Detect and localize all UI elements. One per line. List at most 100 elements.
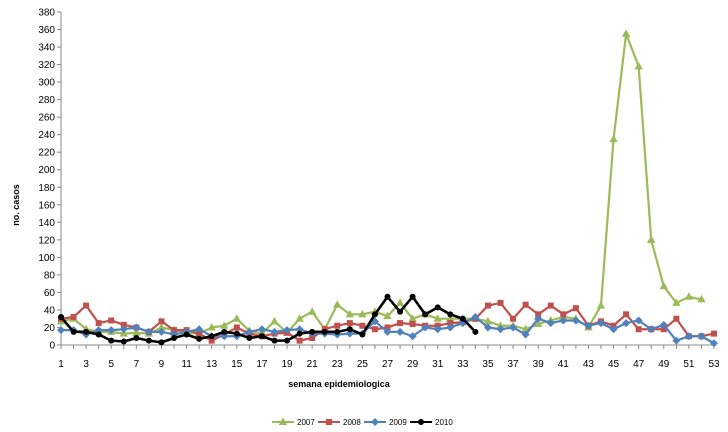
data-point-2008 (296, 337, 303, 344)
data-point-2010 (384, 293, 391, 300)
data-point-2009 (157, 327, 166, 336)
data-point-2009 (220, 332, 229, 341)
data-point-2010 (70, 328, 77, 335)
data-point-2009 (396, 327, 405, 336)
data-point-2007 (659, 281, 668, 290)
data-point-2007 (395, 298, 405, 306)
y-tick-label: 280 (38, 95, 55, 106)
data-point-2009 (521, 330, 530, 339)
data-point-2009 (433, 325, 442, 334)
data-point-2007 (621, 29, 631, 37)
x-tick-label: 23 (332, 359, 344, 370)
data-point-2008 (497, 299, 504, 306)
data-point-2009 (710, 339, 718, 348)
data-point-2010 (346, 326, 353, 333)
data-point-2010 (145, 337, 152, 344)
data-point-2010 (309, 328, 316, 335)
x-tick-label: 27 (382, 359, 394, 370)
y-tick-label: 0 (49, 341, 55, 352)
data-point-2007 (596, 301, 606, 309)
x-tick-label: 53 (708, 359, 720, 370)
y-tick-label: 60 (44, 288, 56, 299)
x-tick-label: 13 (206, 359, 218, 370)
data-point-2007 (433, 314, 442, 322)
data-point-2007 (307, 307, 317, 315)
data-point-2010 (321, 328, 328, 335)
y-tick-label: 20 (44, 323, 56, 334)
x-tick-label: 25 (357, 359, 369, 370)
x-tick-label: 17 (256, 359, 268, 370)
data-point-2010 (409, 293, 416, 300)
data-point-2010 (183, 331, 190, 338)
data-point-2008 (711, 330, 717, 337)
data-point-2007 (295, 314, 304, 322)
data-point-2009 (345, 329, 354, 338)
data-point-2008 (309, 334, 316, 341)
data-point-2010 (133, 334, 140, 341)
y-tick-label: 360 (38, 25, 55, 36)
data-point-2010 (158, 339, 165, 346)
data-point-2009 (295, 325, 304, 334)
data-point-2007 (672, 298, 681, 306)
y-tick-label: 220 (38, 148, 55, 159)
series-line-2007 (60, 32, 702, 335)
data-point-2008 (171, 327, 178, 334)
data-point-2007 (132, 328, 141, 336)
data-point-2009 (697, 332, 706, 341)
legend-item-2009: 2009 (364, 418, 407, 427)
x-tick-label: 21 (307, 359, 319, 370)
data-point-2007 (333, 300, 342, 308)
y-tick-label: 380 (38, 8, 55, 19)
data-point-2010 (246, 334, 253, 341)
x-tick-label: 47 (633, 359, 645, 370)
data-point-2009 (596, 319, 605, 328)
data-point-2009 (471, 312, 480, 321)
legend-label: 2010 (435, 418, 453, 427)
y-tick-label: 160 (38, 200, 55, 211)
data-point-2008 (484, 302, 491, 309)
data-point-2009 (144, 327, 153, 336)
data-point-2009 (245, 327, 254, 336)
x-tick-label: 41 (558, 359, 570, 370)
data-point-2009 (684, 332, 693, 341)
data-point-2007 (609, 134, 618, 143)
data-point-2009 (534, 314, 543, 323)
data-point-2010 (459, 315, 466, 322)
data-point-2009 (584, 321, 593, 330)
series-layer (56, 29, 718, 348)
data-point-2009 (622, 319, 631, 328)
data-point-2009 (119, 325, 128, 334)
data-point-2008 (334, 322, 341, 329)
y-tick-label: 300 (38, 78, 55, 89)
data-point-2008 (522, 301, 529, 308)
legend-swatch-marker (278, 417, 288, 425)
data-point-2009 (634, 316, 643, 325)
x-tick-label: 35 (482, 359, 494, 370)
y-tick-label: 120 (38, 235, 55, 246)
data-point-2009 (132, 323, 141, 332)
data-point-2008 (70, 313, 77, 320)
x-tick-label: 45 (608, 359, 620, 370)
data-point-2008 (623, 311, 630, 318)
data-point-2008 (510, 315, 517, 322)
data-point-2008 (346, 320, 353, 327)
data-point-2007 (684, 292, 694, 300)
data-point-2010 (120, 338, 127, 345)
data-point-2009 (270, 327, 279, 336)
legend-item-2010: 2010 (410, 418, 453, 427)
series-line-2010 (60, 295, 477, 344)
data-point-2007 (383, 311, 392, 320)
data-point-2010 (196, 335, 203, 342)
series-2008 (58, 299, 717, 344)
data-point-2010 (58, 313, 64, 320)
data-point-2010 (447, 311, 454, 318)
x-tick-label: 19 (281, 359, 293, 370)
y-tick-label: 200 (38, 165, 55, 176)
y-tick-label: 320 (38, 60, 55, 71)
data-point-2010 (221, 328, 228, 335)
data-point-2007 (220, 321, 229, 329)
data-point-2008 (409, 320, 416, 327)
data-point-2009 (546, 319, 555, 328)
data-point-2009 (496, 325, 505, 334)
x-tick-label: 37 (508, 359, 520, 370)
